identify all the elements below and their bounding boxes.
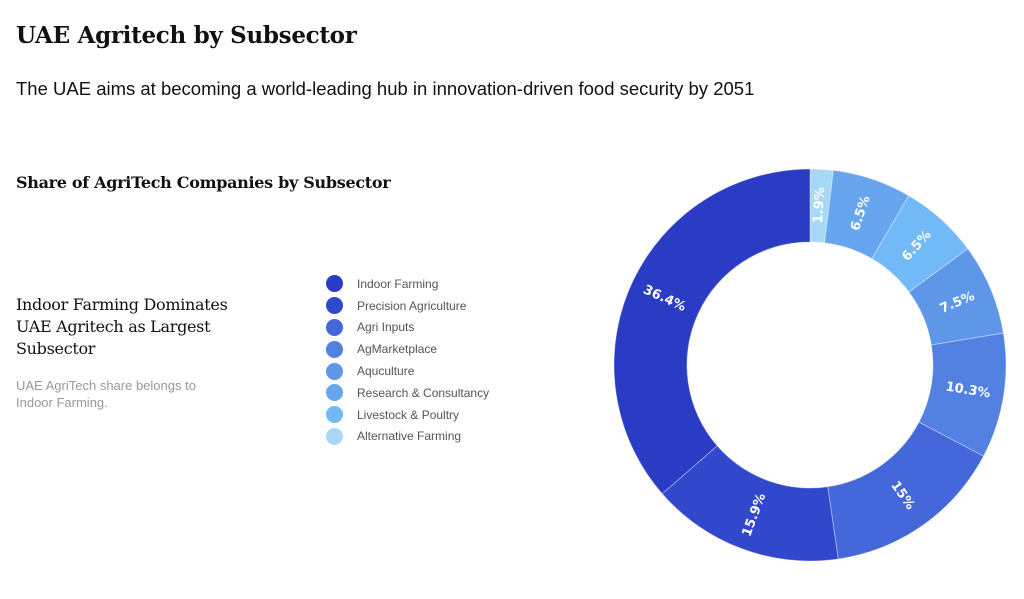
legend-label: Indoor Farming xyxy=(357,276,439,291)
legend-label: Agri Inputs xyxy=(357,320,415,335)
legend-swatch xyxy=(326,406,343,424)
legend-item: Agri Inputs xyxy=(326,317,489,339)
legend-swatch xyxy=(326,340,343,358)
legend-swatch xyxy=(326,427,343,445)
insight-heading: Indoor Farming Dominates UAE Agritech as… xyxy=(16,295,228,358)
legend-label: Aquculture xyxy=(357,364,415,379)
legend-label: Alternative Farming xyxy=(357,429,462,444)
legend-item: Indoor Farming xyxy=(326,273,489,295)
legend-item: Research & Consultancy xyxy=(326,382,489,404)
legend-swatch xyxy=(326,384,343,402)
legend-item: Precision Agriculture xyxy=(326,295,489,317)
legend-label: AgMarketplace xyxy=(357,342,438,357)
legend-label: Livestock & Poultry xyxy=(357,407,460,422)
legend-label: Research & Consultancy xyxy=(357,385,490,400)
page-subtitle: The UAE aims at becoming a world-leading… xyxy=(16,78,755,99)
slice-label: 10.3% xyxy=(944,380,991,402)
legend-item: Aquculture xyxy=(326,360,489,382)
legend-item: Alternative Farming xyxy=(326,426,489,448)
legend-swatch xyxy=(326,297,343,315)
donut-slice xyxy=(827,421,985,560)
legend-item: Livestock & Poultry xyxy=(326,404,489,426)
legend-swatch xyxy=(326,318,343,336)
legend-item: AgMarketplace xyxy=(326,338,489,360)
donut-slice xyxy=(661,445,839,562)
legend-label: Precision Agriculture xyxy=(357,298,467,313)
slice-label: 1.9% xyxy=(811,187,828,224)
insight-note: UAE AgriTech share belongs to Indoor Far… xyxy=(16,378,196,410)
chart-title: Share of AgriTech Companies by Subsector xyxy=(16,173,391,192)
legend-swatch xyxy=(326,362,343,380)
legend-swatch xyxy=(326,275,343,293)
donut-slice xyxy=(613,168,811,495)
legend: Indoor Farming Precision Agriculture Agri … xyxy=(326,273,489,447)
donut-slice xyxy=(824,169,910,260)
page-title: UAE Agritech by Subsector xyxy=(16,22,357,49)
